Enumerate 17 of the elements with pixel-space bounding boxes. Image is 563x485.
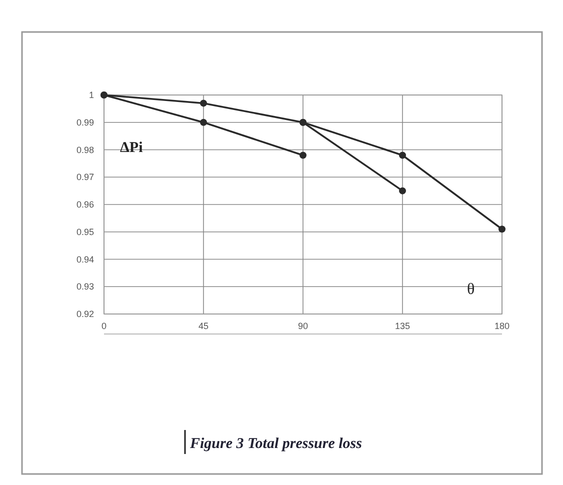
x-tick-label: 90 — [298, 321, 308, 331]
y-tick-label: 0.99 — [76, 117, 94, 128]
x-tick-label: 0 — [101, 321, 107, 331]
text: Figure 3 Total pressure loss — [189, 436, 362, 452]
y-tick-label: 0.93 — [76, 282, 94, 292]
y-axis-title: ΔPi — [120, 140, 143, 156]
y-tick-label: 0.95 — [76, 226, 94, 237]
x-axis-title: θ — [467, 281, 475, 298]
x-tick-label: 180 — [494, 321, 510, 331]
y-tick-label: 1 — [88, 90, 94, 100]
y-tick-label: 0.96 — [76, 200, 94, 210]
x-tick-label: 45 — [198, 321, 209, 331]
y-tick-label: 0.92 — [76, 309, 94, 319]
y-tick-label: 0.98 — [76, 144, 94, 155]
y-tick-label: 0.97 — [76, 172, 94, 182]
x-tick-label: 135 — [394, 321, 410, 331]
y-tick-label: 0.94 — [76, 254, 94, 264]
